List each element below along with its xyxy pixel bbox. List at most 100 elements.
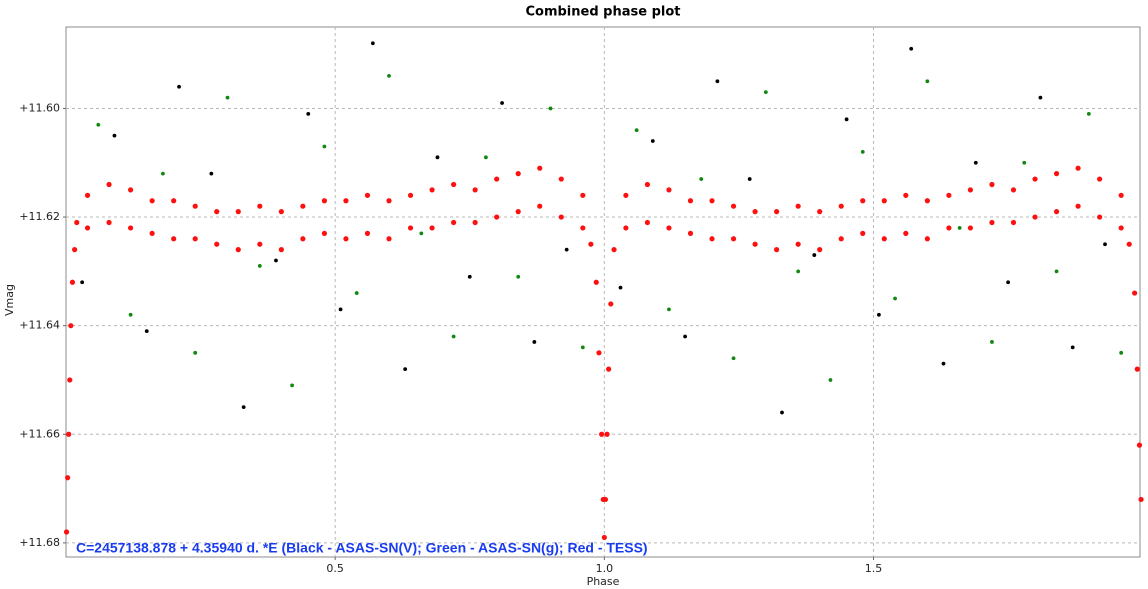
data-point [321, 230, 328, 236]
data-point [472, 187, 478, 193]
data-point [177, 84, 181, 89]
data-point [709, 236, 715, 242]
x-tick-label: 1.0 [596, 562, 614, 575]
data-point [257, 241, 263, 247]
data-point [650, 139, 655, 143]
data-point [838, 203, 844, 209]
data-point [66, 431, 72, 437]
data-point [1054, 269, 1059, 274]
data-point [730, 236, 737, 242]
data-point [537, 203, 543, 209]
data-point [343, 198, 349, 204]
data-point [515, 209, 521, 215]
data-point [924, 236, 930, 242]
data-point [604, 431, 610, 437]
data-point [1103, 242, 1107, 247]
data-point [1097, 176, 1103, 182]
data-point [1119, 350, 1124, 355]
data-point [666, 225, 672, 231]
data-point [84, 225, 91, 231]
data-point [946, 192, 952, 198]
data-point [860, 230, 866, 236]
data-point [817, 247, 823, 253]
data-point [683, 334, 687, 339]
data-point [1070, 345, 1075, 350]
data-point [564, 247, 569, 252]
data-point [72, 247, 78, 253]
data-point [161, 171, 165, 176]
data-point [387, 73, 391, 78]
data-point [128, 225, 134, 231]
data-point [451, 219, 457, 226]
data-point [364, 230, 371, 236]
data-point [893, 296, 897, 301]
data-point [386, 198, 392, 204]
data-point [69, 279, 76, 285]
data-point [795, 241, 801, 247]
data-point [364, 192, 371, 198]
data-point [1118, 192, 1124, 198]
data-point [747, 177, 752, 181]
data-point [666, 187, 672, 193]
data-point [596, 350, 602, 356]
data-point [96, 122, 101, 127]
data-point [763, 90, 768, 95]
data-point [74, 219, 80, 226]
data-point [580, 192, 586, 198]
data-point [106, 219, 112, 226]
data-point [1038, 95, 1043, 100]
data-point [257, 203, 263, 209]
data-point [1118, 225, 1124, 231]
data-point [386, 236, 392, 242]
data-point [1053, 209, 1060, 215]
data-point [451, 334, 456, 339]
plot-area [65, 26, 1141, 558]
data-point [274, 258, 278, 263]
data-point [306, 111, 311, 116]
data-point [796, 269, 801, 274]
data-point [1132, 290, 1138, 296]
data-point [300, 236, 306, 242]
data-point [278, 247, 284, 253]
data-point [774, 247, 780, 253]
data-point [322, 144, 327, 149]
data-point [472, 219, 478, 226]
data-point [828, 378, 833, 382]
data-point [593, 279, 599, 285]
data-point [149, 230, 155, 236]
data-point [558, 176, 564, 182]
data-point [623, 225, 629, 231]
data-point [407, 225, 414, 231]
data-point [515, 171, 521, 177]
data-point [752, 241, 758, 247]
data-point [817, 209, 823, 215]
data-point [644, 181, 651, 188]
data-point [1032, 214, 1038, 220]
data-point [1075, 165, 1081, 171]
data-point [80, 280, 85, 285]
data-point [532, 340, 537, 344]
data-point [209, 171, 214, 176]
data-point [241, 405, 246, 410]
y-tick-label: +11.66 [19, 427, 60, 440]
data-point [634, 128, 639, 133]
data-point [435, 155, 440, 160]
data-point [429, 187, 435, 193]
data-point [1022, 160, 1027, 165]
data-point [588, 241, 594, 247]
data-point [128, 187, 134, 193]
data-point [338, 307, 343, 312]
data-point [611, 247, 617, 253]
data-point [68, 323, 74, 329]
data-point [1138, 496, 1144, 503]
data-point [1006, 280, 1011, 285]
data-point [580, 225, 586, 231]
data-point [500, 101, 504, 105]
data-point [1053, 171, 1060, 177]
data-point [599, 431, 605, 437]
data-point [128, 312, 133, 317]
data-point [957, 226, 962, 230]
data-point [171, 236, 177, 242]
data-point [967, 187, 974, 193]
